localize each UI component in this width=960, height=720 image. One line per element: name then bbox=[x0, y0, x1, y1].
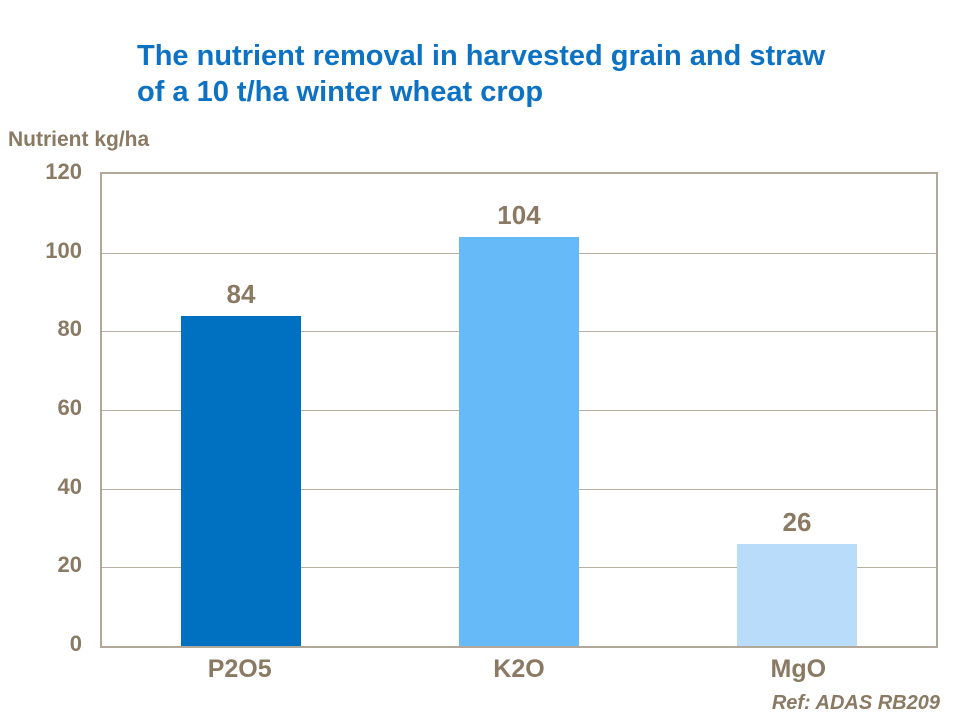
y-tick-label-0: 0 bbox=[69, 631, 82, 656]
bars-layer: 84 104 26 bbox=[102, 174, 936, 646]
x-category-label-mgo: MgO bbox=[770, 655, 827, 683]
chart-title-line2: of a 10 t/ha winter wheat crop bbox=[137, 76, 544, 108]
y-axis-title: Nutrient kg/ha bbox=[8, 128, 150, 151]
chart-title: The nutrient removal in harvested grain … bbox=[137, 38, 825, 110]
y-tick-label-100: 100 bbox=[45, 237, 82, 263]
bar-mgo bbox=[737, 543, 857, 646]
chart-title-line1: The nutrient removal in harvested grain … bbox=[137, 40, 826, 72]
y-tick-label-80: 80 bbox=[57, 316, 82, 342]
x-axis-category-labels: P2O5 K2O MgO bbox=[100, 655, 938, 689]
y-tick-label-20: 20 bbox=[57, 552, 82, 578]
y-tick-label-120: 120 bbox=[45, 159, 82, 184]
y-axis-tick-labels: 0 20 40 60 80 100 120 bbox=[0, 159, 82, 656]
x-category-label-k2o: K2O bbox=[493, 655, 545, 683]
x-category-label-p2o5: P2O5 bbox=[207, 655, 272, 683]
bar-value-label-k2o: 104 bbox=[497, 199, 541, 230]
bar-p2o5 bbox=[181, 315, 301, 646]
bar-value-label-p2o5: 84 bbox=[226, 278, 256, 309]
plot-area: 84 104 26 bbox=[100, 172, 938, 648]
y-tick-label-40: 40 bbox=[57, 473, 82, 499]
y-tick-label-60: 60 bbox=[57, 395, 82, 420]
source-reference: Ref: ADAS RB209 bbox=[771, 692, 940, 714]
bar-value-label-mgo: 26 bbox=[782, 506, 812, 537]
bar-k2o bbox=[459, 236, 579, 646]
